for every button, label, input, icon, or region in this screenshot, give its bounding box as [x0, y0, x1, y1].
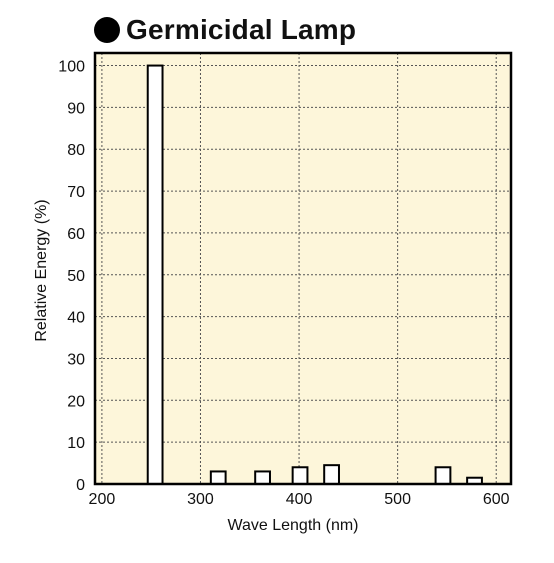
bar	[254, 470, 271, 485]
y-tick-label: 60	[67, 226, 85, 243]
bar	[323, 464, 340, 485]
plot-area	[95, 53, 511, 484]
y-tick-label: 40	[67, 310, 85, 327]
bars	[146, 64, 483, 486]
y-tick-label: 0	[76, 477, 85, 494]
x-tick-label: 300	[187, 491, 214, 508]
plot-frame	[93, 51, 513, 486]
chart-title-text: Germicidal Lamp	[126, 14, 357, 45]
chart-title: Germicidal Lamp	[94, 12, 356, 48]
plot-border	[93, 51, 513, 486]
x-tick-label: 600	[483, 491, 510, 508]
y-axis-label: Relative Energy (%)	[33, 199, 50, 341]
bar	[434, 466, 452, 486]
grid	[95, 53, 511, 484]
y-tick-label: 30	[67, 351, 85, 368]
bullet-icon	[94, 17, 120, 43]
y-tick-label: 100	[58, 59, 85, 76]
y-tick-labels: 0 10 20 30 40 50 60 70 80 90 100	[58, 59, 85, 494]
plot-background	[95, 53, 511, 484]
y-tick-label: 90	[67, 100, 85, 117]
y-tick-label: 80	[67, 142, 85, 159]
x-tick-label: 400	[286, 491, 313, 508]
x-tick-label: 500	[384, 491, 411, 508]
bar	[146, 64, 164, 485]
y-tick-label: 70	[67, 184, 85, 201]
y-tick-label: 20	[67, 393, 85, 410]
bar	[291, 466, 309, 486]
y-tick-label: 10	[67, 435, 85, 452]
x-tick-label: 200	[89, 491, 116, 508]
x-tick-labels: 200 300 400 500 600	[89, 491, 510, 508]
y-tick-label: 50	[67, 268, 85, 285]
bar	[209, 470, 227, 485]
x-axis-label: Wave Length (nm)	[227, 517, 358, 534]
